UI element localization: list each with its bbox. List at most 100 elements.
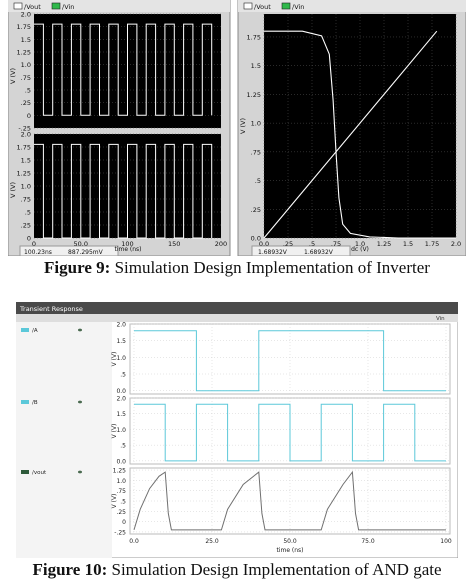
right-legend-label: /Vout [254,3,271,11]
out-y-tick-label: .75 [116,488,126,495]
left-x-tick-label: 50.0 [74,240,88,248]
top-y-tick-label: 0 [27,112,31,120]
bottom-y-tick-label: 1.0 [21,183,31,191]
left-bottom-y-axis-label: V (V) [9,182,17,198]
dc-y-tick-label: .75 [251,148,261,156]
bottom-y-tick-label: .5 [25,209,31,217]
bottom-y-tick-label: 1.75 [17,144,31,152]
dc-y-tick-label: .5 [255,177,261,185]
signal-name: /A [32,328,38,334]
dc-x-axis-label: dc (V) [351,246,369,253]
bottom-y-tick-label: 1.25 [17,170,31,178]
left-legend-swatch [51,2,61,10]
and-x-tick-label: 75.0 [361,538,375,545]
right-legend-bar [238,0,466,12]
signal-name: /vout [32,470,47,476]
out-y-tick-label: 1.0 [116,478,126,485]
left-status-time: 100.23ns [24,249,52,256]
window-title-bar [16,302,458,314]
top-y-tick-label: 2.0 [21,11,31,19]
and-x-tick-label: 25.0 [205,538,219,545]
left-x-tick-label: 200 [215,240,227,248]
bottom-y-tick-label: 1.5 [21,157,31,165]
b-y-tick-label: .5 [120,443,126,450]
out-y-tick-label: -.25 [114,529,126,536]
top-y-tick-label: -.25 [18,125,31,133]
dc-y-tick-label: 1.5 [251,62,261,70]
b-y-tick-label: 2.0 [116,396,126,403]
a-y-tick-label: 1.0 [116,355,126,362]
signal-marker [78,328,82,332]
figure-9-chart: /Vout/Vin/Vout/Vin 2.0 1.75 1.5 1.25 1.0 .75 .5… [7,0,467,257]
figure-10-caption-label: Figure 10: [32,560,108,579]
bottom-y-tick-label: 2.0 [21,131,31,139]
figure-10: Transient Response Vin/A/B/vout 2.0 1.5 1.0.… [15,301,459,559]
window-header-row [16,314,458,322]
right-legend-swatch [243,2,253,10]
left-legend-label: /Vin [62,3,74,11]
bottom-y-tick-label: 0 [27,235,31,243]
dc-x-tick-label: 1.75 [425,240,439,248]
dc-vin-trace [263,30,438,239]
out-y-tick-label: .5 [120,499,126,506]
left-legend-swatch [13,2,23,10]
a-plot-area [129,323,451,395]
figure-9: /Vout/Vin/Vout/Vin 2.0 1.75 1.5 1.25 1.0 .75 .5… [7,0,467,257]
right-status-left: 1.68932V [258,249,288,256]
a-y-tick-label: 1.5 [116,338,126,345]
a-y-tick-label: 2.0 [116,322,126,329]
figure-9-caption: Figure 9: Simulation Design Implementati… [0,258,474,278]
and-x-axis-label: time (ns) [276,547,303,554]
out-trace [133,470,446,531]
bottom-y-tick-label: .25 [21,222,31,230]
dc-y-tick-label: 1.0 [251,120,261,128]
top-vin-trace [34,23,213,116]
dc-y-tick-label: 0.0 [251,235,261,243]
left-x-tick-label: 0 [32,240,36,248]
header-right-label: Vin [436,316,445,322]
left-x-tick-label: 150 [168,240,180,248]
dc-y-tick-label: .25 [251,206,261,214]
left-x-axis-label: time (ns) [114,246,141,253]
dc-x-tick-label: .25 [283,240,293,248]
top-y-tick-label: 1.0 [21,61,31,69]
window-title: Transient Response [19,305,83,313]
left-legend-bar [8,0,230,12]
dc-x-tick-label: .75 [331,240,341,248]
out-y-tick-label: 1.25 [113,468,127,475]
b-y-tick-label: 0.0 [116,458,126,465]
right-legend-label: /Vin [292,3,304,11]
figure-9-caption-label: Figure 9: [44,258,111,277]
dc-y-tick-label: 1.25 [247,91,261,99]
signal-swatch [21,470,29,474]
dc-x-tick-label: 2.0 [451,240,461,248]
b-y-tick-label: 1.0 [116,427,126,434]
and-x-tick-label: 100 [440,538,452,545]
left-legend-label: /Vout [24,3,41,11]
bottom-y-tick-label: .75 [21,196,31,204]
signal-marker [78,470,82,474]
right-legend-swatch [281,2,291,10]
a-trace [134,330,446,392]
top-y-tick-label: .75 [21,74,31,82]
a-y-tick-label: 0.0 [116,388,126,395]
top-y-tick-label: .5 [25,87,31,95]
left-top-y-axis-label: V (V) [9,68,17,84]
signal-list-panel [16,322,112,558]
signal-marker [78,400,82,404]
left-status-voltage: 887.295mV [68,249,104,256]
dc-x-tick-label: 1.25 [377,240,391,248]
figure-10-caption-text: Simulation Design Implementation of AND … [107,560,442,579]
left-x-tick-label: 100 [121,240,133,248]
top-y-tick-label: 1.25 [17,49,31,57]
out-y-tick-label: .25 [116,509,126,516]
right-status-right: 1.68932V [304,249,334,256]
dc-y-tick-label: 1.75 [247,33,261,41]
dc-x-tick-label: 1.5 [403,240,413,248]
and-x-tick-label: 0.0 [129,538,139,545]
dc-x-tick-label: 1.0 [355,240,365,248]
signal-swatch [21,328,29,332]
figure-10-caption: Figure 10: Simulation Design Implementat… [0,560,474,580]
top-y-tick-label: .25 [21,99,31,107]
out-y-axis-label: V (V) [111,494,118,509]
